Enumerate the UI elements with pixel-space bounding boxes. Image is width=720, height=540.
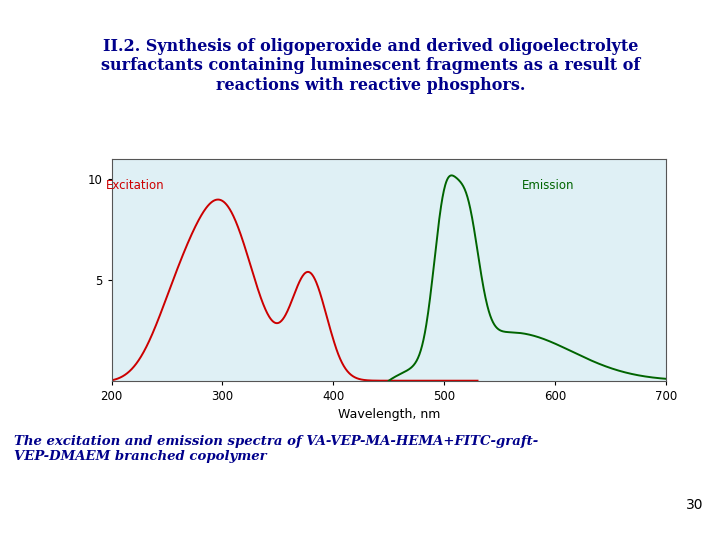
Text: Emission: Emission [522,179,575,192]
Text: II.2. Synthesis of oligoperoxide and derived oligoelectrolyte
surfactants contai: II.2. Synthesis of oligoperoxide and der… [102,37,640,94]
X-axis label: Wavelength, nm: Wavelength, nm [338,408,440,421]
Text: 30: 30 [686,498,703,512]
Text: The excitation and emission spectra of VA-VEP-MA-HEMA+FITC-graft-
VEP-DMAEM bran: The excitation and emission spectra of V… [14,435,539,463]
Text: Excitation: Excitation [106,179,165,192]
